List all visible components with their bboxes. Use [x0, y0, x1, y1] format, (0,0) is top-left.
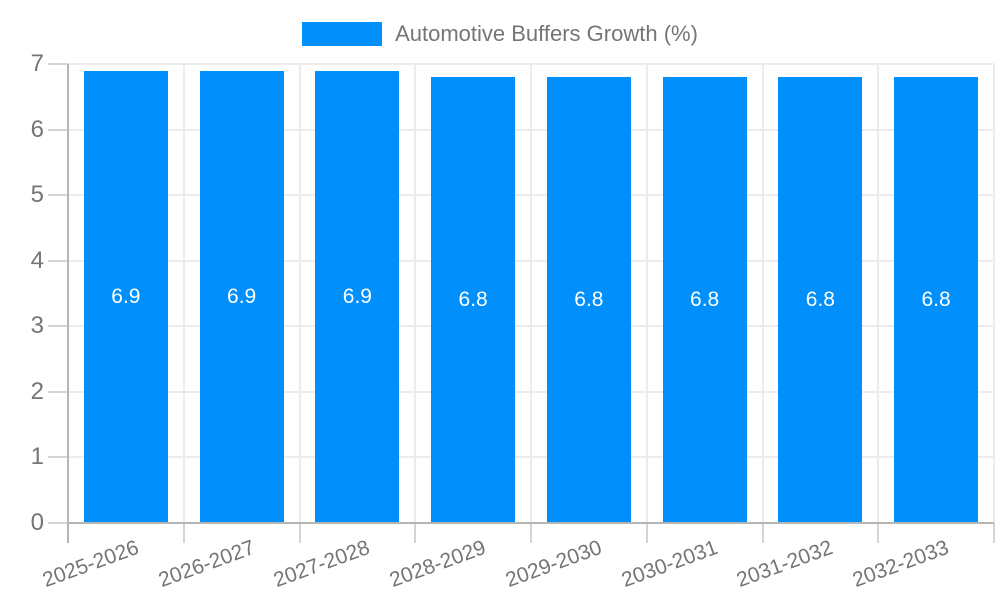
- bar-value-label: 6.9: [342, 284, 372, 308]
- gridline-x5: [645, 64, 648, 523]
- gridline-x6: [761, 64, 764, 523]
- x-tick: [877, 523, 880, 543]
- y-axis-label: 1: [30, 443, 44, 471]
- y-axis-label: 0: [30, 509, 44, 536]
- y-axis-label: 5: [30, 181, 44, 209]
- y-tick: [48, 259, 68, 262]
- y-tick: [48, 63, 68, 65]
- x-tick: [645, 523, 648, 543]
- gridline-x2: [298, 64, 301, 523]
- x-tick: [993, 523, 995, 543]
- x-tick: [182, 523, 185, 543]
- bar-value-label: 6.8: [921, 288, 951, 312]
- x-tick: [761, 523, 764, 543]
- y-tick: [48, 128, 68, 131]
- y-tick: [48, 522, 68, 524]
- bar-value-label: 6.9: [111, 284, 141, 308]
- x-tick: [530, 523, 532, 543]
- legend-label: Automotive Buffers Growth (%): [395, 21, 698, 46]
- bar-value-label: 6.8: [690, 288, 720, 312]
- y-axis-label: 7: [30, 50, 44, 77]
- gridline-x7: [877, 64, 880, 523]
- y-tick: [48, 325, 68, 328]
- bar-2027-2028[interactable]: [315, 70, 400, 523]
- y-axis-label: 4: [30, 246, 44, 274]
- x-axis-line: [68, 522, 994, 524]
- bar-value-label: 6.9: [227, 284, 257, 308]
- gridline-x4: [530, 64, 532, 523]
- bar-2028-2029[interactable]: [431, 77, 516, 523]
- y-axis-label: 6: [30, 115, 44, 143]
- bar-2030-2031[interactable]: [662, 77, 747, 523]
- bar-2026-2027[interactable]: [199, 70, 284, 523]
- y-tick: [48, 390, 68, 393]
- bar-value-label: 6.8: [574, 288, 604, 312]
- bar-2031-2032[interactable]: [778, 77, 863, 523]
- legend-swatch-icon: [302, 22, 383, 46]
- y-tick: [48, 456, 68, 459]
- bar-value-label: 6.8: [805, 288, 835, 312]
- bar-2032-2033[interactable]: [894, 77, 979, 523]
- gridline-x1: [182, 64, 185, 523]
- legend[interactable]: Automotive Buffers Growth (%): [0, 21, 1000, 47]
- bar-2025-2026[interactable]: [83, 70, 168, 523]
- y-axis-line: [67, 64, 69, 543]
- y-axis-label: 2: [30, 377, 44, 405]
- x-tick: [414, 523, 417, 543]
- y-tick: [48, 194, 68, 197]
- y-axis-label: 3: [30, 312, 44, 340]
- x-tick: [298, 523, 301, 543]
- bar-value-label: 6.8: [458, 288, 488, 312]
- bar-2029-2030[interactable]: [546, 77, 631, 523]
- gridline-x8: [993, 64, 995, 523]
- gridline-x3: [414, 64, 417, 523]
